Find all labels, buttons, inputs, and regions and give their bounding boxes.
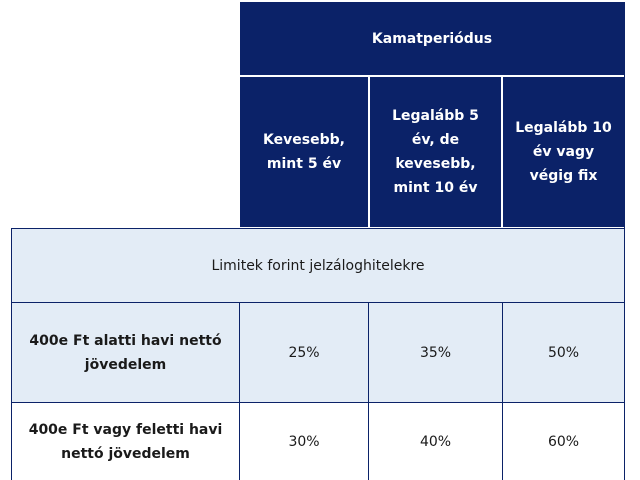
column-header-label: Legalább 10 év vagy végig fix: [515, 120, 612, 184]
row-label: 400e Ft vagy feletti havi nettó jövedele…: [28, 421, 223, 462]
table-cell: 50%: [503, 303, 624, 402]
row-label-under-400k: 400e Ft alatti havi nettó jövedelem: [12, 303, 239, 402]
table-border-right: [624, 2, 625, 480]
cell-value: 50%: [547, 344, 580, 361]
column-header-label: Kevesebb, mint 5 év: [263, 132, 345, 172]
section-title: Limitek forint jelzáloghitelekre: [211, 257, 425, 274]
table-border-left: [11, 228, 12, 480]
table-cell: 40%: [369, 403, 502, 480]
column-divider: [239, 302, 240, 480]
row-label-400k-or-more: 400e Ft vagy feletti havi nettó jövedele…: [12, 403, 239, 480]
interest-period-header: Kamatperiódus: [240, 2, 624, 75]
cell-value: 35%: [419, 344, 452, 361]
column-divider: [368, 302, 369, 480]
table-border-top: [11, 228, 625, 229]
row-divider: [11, 302, 625, 303]
table-cell: 35%: [369, 303, 502, 402]
table-cell: 60%: [503, 403, 624, 480]
interest-period-title: Kamatperiódus: [371, 30, 493, 47]
column-header-under-5-years: Kevesebb, mint 5 év: [240, 77, 368, 227]
cell-value: 25%: [288, 344, 320, 361]
cell-value: 40%: [419, 433, 452, 450]
header-divider: [501, 77, 503, 227]
cell-value: 30%: [288, 433, 320, 450]
row-label: 400e Ft alatti havi nettó jövedelem: [29, 332, 222, 373]
header-divider: [240, 75, 624, 77]
table-cell: 25%: [240, 303, 368, 402]
cell-value: 60%: [547, 433, 580, 450]
column-header-5-to-10-years: Legalább 5 év, de kevesebb, mint 10 év: [370, 77, 501, 227]
row-divider: [11, 402, 625, 403]
header-divider: [368, 77, 370, 227]
column-header-label: Legalább 5 év, de kevesebb, mint 10 év: [392, 108, 479, 196]
table-cell: 30%: [240, 403, 368, 480]
column-header-10-plus-years: Legalább 10 év vagy végig fix: [503, 77, 624, 227]
column-divider: [502, 302, 503, 480]
section-title-row: Limitek forint jelzáloghitelekre: [12, 229, 624, 302]
